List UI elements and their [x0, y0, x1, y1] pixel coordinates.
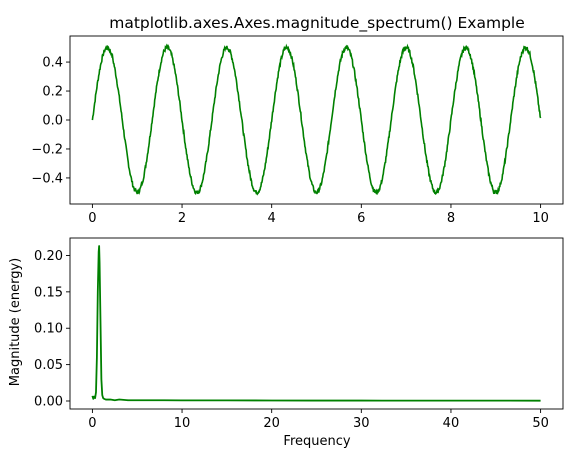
chart-2-xtick-label: 20: [263, 416, 280, 431]
chart-2-ytick-label: 0.05: [34, 358, 63, 373]
chart-1-ytick-label: −0.2: [31, 142, 63, 157]
chart-2-ylabel: Magnitude (energy): [8, 258, 23, 386]
chart-1-ytick-label: 0.0: [42, 114, 63, 129]
chart-2-ytick-label: 0.10: [34, 322, 63, 337]
chart-1-xtick-label: 2: [178, 211, 186, 226]
chart-1-series-line: [92, 45, 540, 194]
chart-2-xtick-label: 0: [88, 416, 96, 431]
chart-1-ytick-label: −0.4: [31, 171, 63, 186]
chart-1-xtick-label: 4: [268, 211, 276, 226]
chart-1-xtick-label: 8: [447, 211, 455, 226]
chart-2-ytick-label: 0.00: [34, 394, 63, 409]
chart-2-ytick-label: 0.20: [34, 249, 63, 264]
chart-1-ytick-label: 0.4: [42, 56, 63, 71]
chart-1-xtick-label: 0: [88, 211, 96, 226]
magnitude-spectrum-chart: 0 10 20 30 40 50 0.00 0.05 0.10 0.15 0.20: [34, 238, 563, 431]
chart-2-series-line: [92, 246, 540, 401]
chart-2-frame: [70, 238, 563, 409]
chart-2-xtick-label: 40: [443, 416, 460, 431]
chart-2-xtick-label: 10: [174, 416, 191, 431]
chart-2-xlabel: Frequency: [283, 434, 350, 449]
chart-2-xtick-label: 50: [532, 416, 549, 431]
time-series-chart: 0 2 4 6 8 10 −0.4 −0.2 0.0 0.2 0.4: [31, 36, 563, 226]
chart-1-ytick-label: 0.2: [42, 85, 63, 100]
chart-1-title: matplotlib.axes.Axes.magnitude_spectrum(…: [109, 14, 525, 33]
chart-2-ytick-label: 0.15: [34, 285, 63, 300]
chart-1-xtick-label: 10: [532, 211, 549, 226]
chart-1-xtick-label: 6: [357, 211, 365, 226]
chart-2-xtick-label: 30: [353, 416, 370, 431]
